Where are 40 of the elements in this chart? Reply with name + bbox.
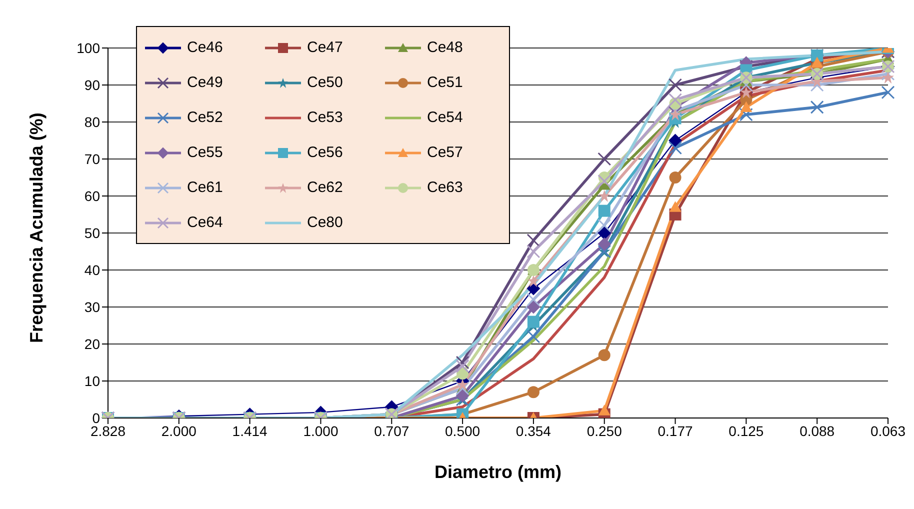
legend-label: Ce62 xyxy=(307,179,343,196)
legend-label: Ce46 xyxy=(187,39,223,56)
y-tick-label: 90 xyxy=(84,76,100,93)
x-tick-label: 0.088 xyxy=(800,422,835,439)
x-tick-label: 0.177 xyxy=(658,422,693,439)
legend-label: Ce61 xyxy=(187,179,223,196)
legend-label: Ce57 xyxy=(427,144,463,161)
y-tick-label: 70 xyxy=(84,150,100,167)
x-tick-label: 0.125 xyxy=(728,422,764,439)
legend-label: Ce47 xyxy=(307,39,343,56)
x-tick-label: 1.000 xyxy=(303,422,338,439)
y-tick-label: 20 xyxy=(84,336,100,352)
y-tick-label: 10 xyxy=(84,372,100,389)
x-tick-label: 0.707 xyxy=(374,422,410,439)
legend-label: Ce63 xyxy=(427,179,463,196)
legend-label: Ce53 xyxy=(307,109,343,126)
y-tick-label: 100 xyxy=(76,40,100,56)
x-tick-label: 0.354 xyxy=(516,422,552,439)
y-axis-title: Frequencia Acumulada (%) xyxy=(26,112,46,343)
y-tick-label: 30 xyxy=(84,298,100,315)
x-tick-label: 0.063 xyxy=(870,422,906,439)
x-tick-label: 0.500 xyxy=(445,422,480,439)
legend-label: Ce51 xyxy=(427,74,463,91)
x-tick-label: 1.414 xyxy=(232,422,268,439)
legend-label: Ce52 xyxy=(187,109,223,126)
legend-label: Ce48 xyxy=(427,39,463,56)
legend-label: Ce56 xyxy=(307,144,343,161)
y-tick-label: 40 xyxy=(84,262,100,278)
legend-label: Ce49 xyxy=(187,74,223,91)
y-tick-label: 50 xyxy=(84,224,100,241)
legend-label: Ce50 xyxy=(307,74,343,91)
y-tick-label: 60 xyxy=(84,188,100,204)
x-tick-label: 0.250 xyxy=(586,422,622,439)
legend-label: Ce80 xyxy=(307,214,343,231)
y-tick-label: 80 xyxy=(84,114,100,130)
legend-label: Ce54 xyxy=(427,109,463,126)
x-tick-label: 2.000 xyxy=(161,422,197,439)
legend-label: Ce55 xyxy=(187,144,223,161)
x-axis-title: Diametro (mm) xyxy=(434,462,562,482)
legend-label: Ce64 xyxy=(187,214,223,231)
